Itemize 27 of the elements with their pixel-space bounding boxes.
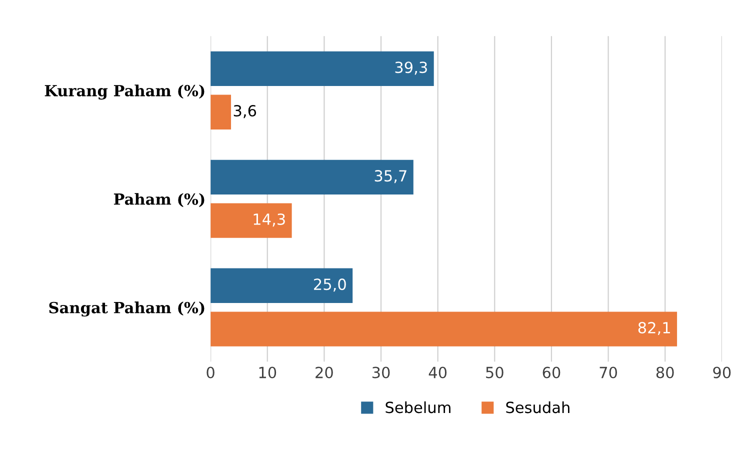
data-label: 25,0 [314, 278, 346, 292]
x-tick-label: 0 [206, 366, 214, 378]
y-tick-label: Paham (%) [114, 193, 204, 208]
x-tick-label: 40 [428, 366, 447, 378]
data-label: 35,7 [374, 170, 406, 184]
y-tick-label: Sangat Paham (%) [49, 302, 204, 317]
x-tick-label: 70 [600, 366, 617, 378]
bar [210, 160, 414, 195]
x-tick-label: 50 [486, 366, 504, 378]
x-tick-label: 10 [259, 366, 276, 378]
y-tick-label: Kurang Paham (%) [44, 84, 204, 100]
legend-label: Sebelum [386, 401, 450, 414]
data-label: 39,3 [395, 62, 427, 75]
bar [210, 268, 353, 304]
data-label: 3,6 [234, 104, 256, 118]
legend-label: Sesudah [506, 401, 570, 414]
bar [210, 312, 678, 346]
x-tick-label: 30 [372, 366, 390, 378]
bar [210, 51, 434, 86]
x-tick-label: 20 [316, 366, 333, 378]
bar [210, 203, 292, 238]
bar [210, 94, 232, 130]
data-label: 14,3 [254, 213, 285, 227]
data-label: 82,1 [638, 322, 670, 336]
x-tick-label: 80 [656, 366, 674, 378]
x-tick-label: 90 [713, 366, 731, 378]
x-tick-label: 60 [542, 366, 560, 378]
